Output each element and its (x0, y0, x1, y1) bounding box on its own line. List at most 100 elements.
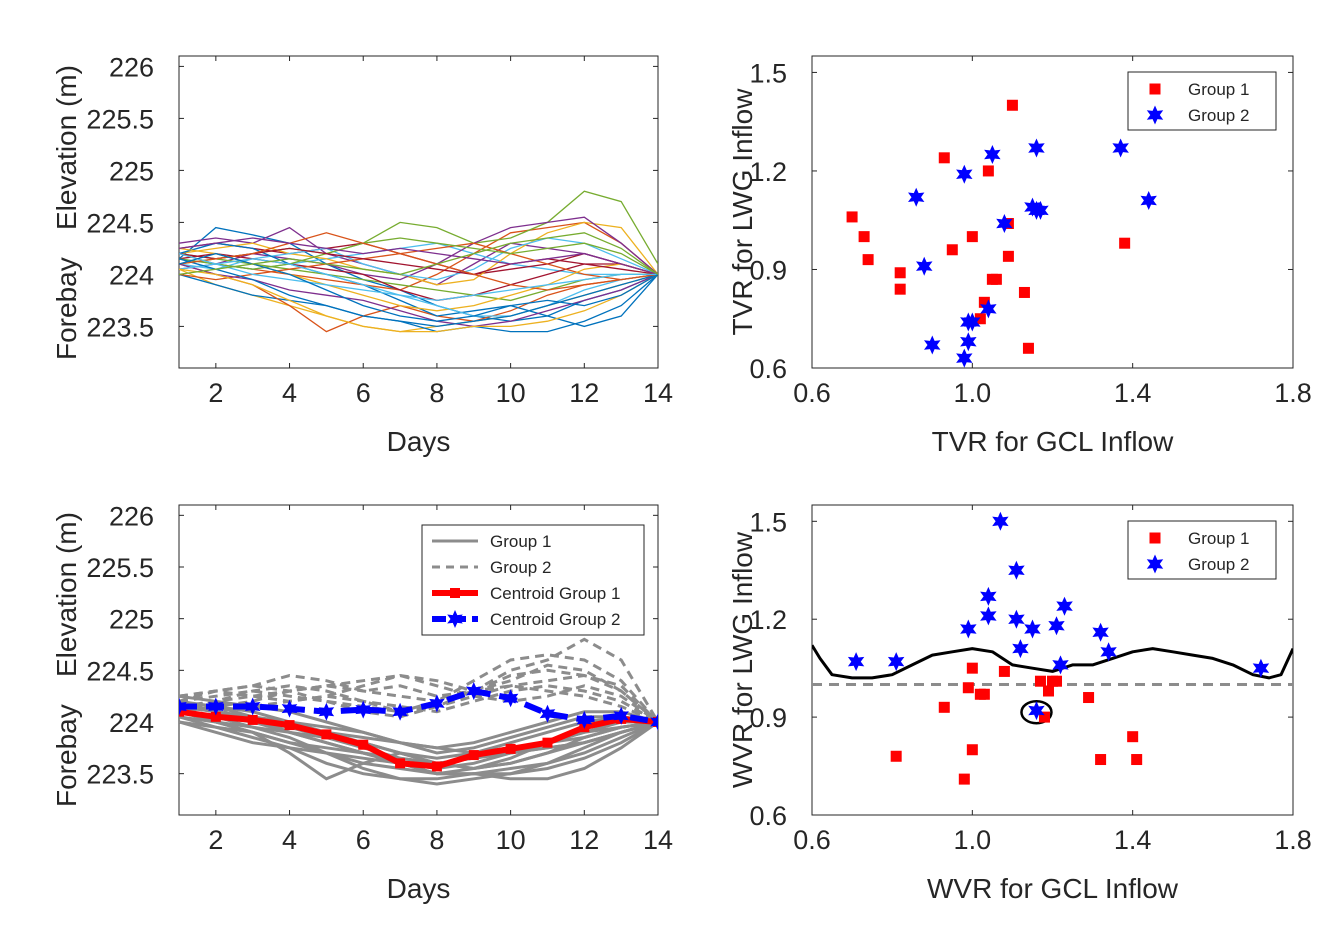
group1-point (1022, 342, 1034, 354)
group1-point (998, 665, 1010, 677)
y-tick-label: 224.5 (86, 656, 154, 686)
y-axis-title-line1: Forebay (51, 257, 82, 360)
x-tick-label: 6 (356, 378, 371, 408)
centroid1-marker (505, 743, 516, 754)
plot-content (179, 190, 658, 333)
centroid1-line (179, 708, 658, 770)
y-tick-label: 226 (109, 52, 154, 82)
group2-point (996, 214, 1013, 233)
centroid2-marker (576, 710, 593, 729)
group2-point (1100, 642, 1117, 662)
x-tick-label: 14 (643, 378, 673, 408)
y-tick-label: 225.5 (86, 104, 154, 134)
group2-line-7 (179, 684, 658, 724)
legend-box (1127, 520, 1277, 580)
group2-point (1008, 560, 1025, 580)
centroid2-marker (281, 699, 298, 718)
x-axis-title: TVR for GCL Inflow (932, 426, 1174, 457)
group1-point (938, 152, 950, 164)
plot-content (812, 511, 1293, 785)
series-line-22 (179, 232, 658, 291)
centroid2-marker (429, 694, 445, 713)
x-tick-label: 1.0 (954, 378, 992, 408)
series-line-18 (179, 237, 658, 275)
group2-point (980, 586, 997, 606)
centroid1-marker (431, 761, 442, 772)
group2-point (980, 606, 997, 626)
centroid1-marker (179, 706, 184, 717)
legend-label: Group 2 (1188, 555, 1249, 574)
centroid1-marker (284, 720, 295, 731)
group2-point (984, 145, 1001, 164)
series-line-26 (179, 252, 658, 322)
group1-point (966, 662, 978, 674)
group2-point (960, 619, 977, 639)
series-line-25 (179, 252, 658, 302)
legend-marker-group2 (1146, 105, 1164, 125)
centroid2-marker (208, 697, 224, 716)
centroid1-marker (395, 758, 406, 769)
x-tick-label: 14 (643, 825, 673, 855)
series-line-21 (179, 258, 658, 328)
group1-point (966, 231, 978, 243)
group1-point (990, 273, 1002, 285)
group1-point (1006, 99, 1018, 111)
group2-point (1008, 609, 1025, 629)
y-tick-label: 1.5 (749, 507, 787, 537)
panel-bottom-left: 2 4 6 8 10 12 14 223.5 224 224.5 225 225.5 226 Days Fo… (51, 501, 673, 904)
x-axis-title: Days (387, 873, 451, 904)
x-tick-label: 0.6 (793, 378, 831, 408)
series-line-12 (179, 237, 658, 281)
group1-point (958, 773, 970, 785)
legend-label: Centroid Group 1 (490, 584, 620, 603)
series-line-1 (179, 221, 658, 291)
centroid1-marker (542, 737, 553, 748)
centroid2-marker (539, 704, 556, 723)
group2-point (1024, 619, 1041, 639)
legend-marker-centroid2 (447, 610, 463, 628)
centroid1-marker (210, 711, 221, 722)
group2-point (1056, 596, 1073, 616)
group1-point (1083, 692, 1095, 704)
group2-point (960, 332, 977, 352)
y-tick-label: 226 (109, 501, 154, 531)
y-tick-label: 1.5 (749, 58, 787, 88)
group1-point (946, 244, 958, 256)
group2-line-6 (179, 684, 658, 724)
panel-bottom-right: 0.6 1.0 1.4 1.8 0.6 0.9 1.2 1.5 WVR for GCL Infl… (727, 504, 1312, 904)
group2-point (1048, 616, 1065, 636)
group1-point (974, 313, 986, 325)
group2-point (1112, 138, 1129, 158)
x-tick-label: 8 (429, 825, 444, 855)
series-line-23 (179, 268, 658, 333)
group2-point (916, 256, 933, 276)
y-axis-title-line2: Elevation (m) (51, 65, 82, 230)
group2-point (1252, 658, 1270, 678)
group2-point (956, 348, 973, 368)
group2-point (1032, 200, 1049, 220)
group1-point (1002, 250, 1014, 262)
series-line-20 (179, 247, 658, 276)
centroid2-marker (466, 682, 482, 700)
y-tick-label: 223.5 (86, 312, 154, 342)
series-line-11 (179, 252, 658, 302)
group1-point (890, 750, 902, 762)
x-tick-label: 4 (282, 825, 297, 855)
x-tick-label: 1.4 (1114, 378, 1152, 408)
group1-point (1051, 675, 1063, 687)
group1-point (1119, 237, 1131, 249)
group2-line-2 (179, 663, 658, 724)
group2-point (1012, 639, 1029, 659)
x-tick-label: 2 (208, 378, 223, 408)
legend-marker-centroid1 (450, 588, 460, 598)
group2-point (956, 164, 973, 184)
legend-label: Group 1 (1188, 529, 1249, 548)
y-tick-label: 224 (109, 708, 154, 738)
y-tick-label: 225 (109, 605, 154, 635)
y-tick-label: 224.5 (86, 208, 154, 238)
group1-point (1131, 754, 1143, 766)
series-line-7 (179, 273, 658, 333)
group2-point (908, 187, 925, 207)
x-tick-label: 10 (496, 378, 526, 408)
x-tick-label: 4 (282, 378, 297, 408)
